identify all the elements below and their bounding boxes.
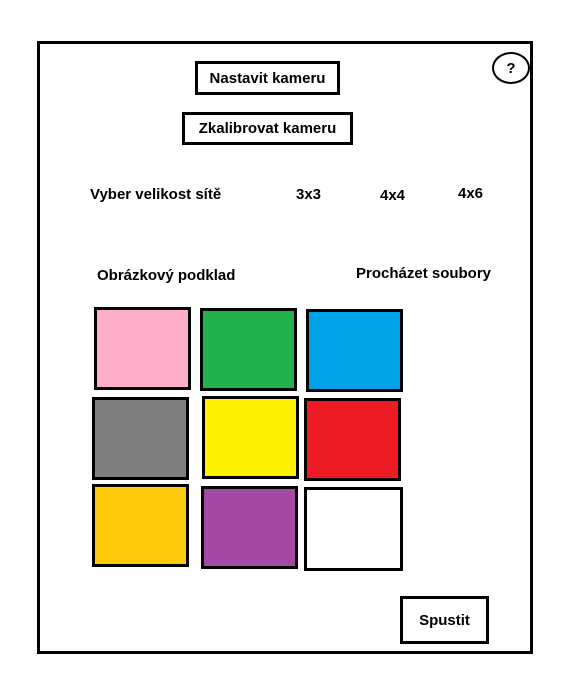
- color-tile-yellow[interactable]: [202, 396, 299, 479]
- color-tile-blue[interactable]: [306, 309, 403, 392]
- color-tile-gray[interactable]: [92, 397, 189, 480]
- setup-camera-button[interactable]: Nastavit kameru: [195, 61, 340, 95]
- grid-option-3x3[interactable]: 3x3: [296, 186, 322, 203]
- color-tile-white[interactable]: [304, 487, 403, 571]
- color-tile-pink[interactable]: [94, 307, 191, 390]
- color-tile-red[interactable]: [304, 398, 401, 481]
- browse-files-link[interactable]: Procházet soubory: [356, 265, 492, 282]
- calibrate-camera-button[interactable]: Zkalibrovat kameru: [182, 112, 353, 145]
- color-tile-orange[interactable]: [92, 484, 189, 567]
- app-window: [37, 41, 533, 654]
- help-icon[interactable]: ?: [492, 52, 530, 84]
- color-tile-purple[interactable]: [201, 486, 298, 569]
- grid-option-4x4[interactable]: 4x4: [380, 187, 406, 204]
- grid-size-label: Vyber velikost sítě: [90, 186, 222, 203]
- image-background-label: Obrázkový podklad: [97, 267, 236, 284]
- grid-option-4x6[interactable]: 4x6: [458, 185, 484, 202]
- start-button[interactable]: Spustit: [400, 596, 489, 644]
- color-tile-green[interactable]: [200, 308, 297, 391]
